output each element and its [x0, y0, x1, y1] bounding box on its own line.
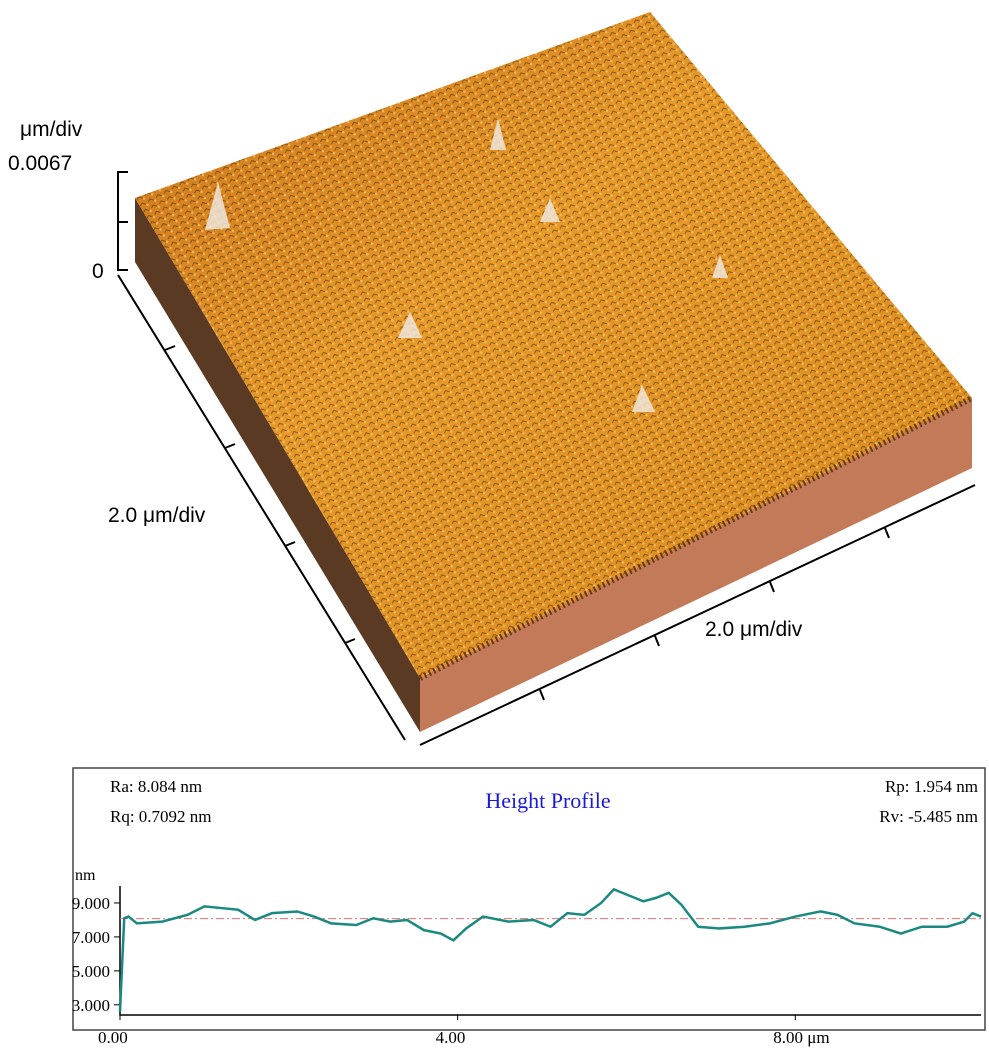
profile-line	[120, 889, 981, 1011]
x-tick-label: 0.00	[98, 1028, 128, 1047]
y-tick-label: 3.000	[72, 996, 110, 1015]
z-unit: μm/div	[20, 118, 83, 141]
profile-chart: Height Profile Ra: 8.084 nm Rq: 0.7092 n…	[72, 777, 981, 1047]
annotation: Ra: 8.084 nm	[110, 777, 202, 796]
x-tick-label: 4.00	[436, 1028, 466, 1047]
figure: μm/div 0.0067 0 2.0 μm/div 2.0 μm/div He…	[0, 0, 989, 1064]
y-tick-label: 9.000	[72, 894, 110, 913]
y-tick-label: 7.000	[72, 928, 110, 947]
y-axis	[120, 886, 981, 1015]
surface-3d: μm/div 0.0067 0 2.0 μm/div 2.0 μm/div	[8, 12, 975, 745]
y-tick-label: 5.000	[72, 962, 110, 981]
chart-title: Height Profile	[485, 788, 610, 813]
annotation: Rp: 1.954 nm	[885, 777, 978, 796]
annotation: Rv: -5.485 nm	[879, 807, 978, 826]
x-scale-label: 2.0 μm/div	[705, 618, 803, 641]
surface-texture	[135, 12, 972, 678]
x-tick-label: 8.00 μm	[773, 1028, 829, 1047]
y-scale-label: 2.0 μm/div	[108, 504, 206, 527]
y-unit: nm	[75, 867, 96, 884]
z-tick-label: 0	[92, 260, 104, 283]
z-tick-label: 0.0067	[8, 152, 72, 175]
page: μm/div 0.0067 0 2.0 μm/div 2.0 μm/div He…	[0, 0, 989, 1064]
annotation: Rq: 0.7092 nm	[110, 807, 212, 826]
